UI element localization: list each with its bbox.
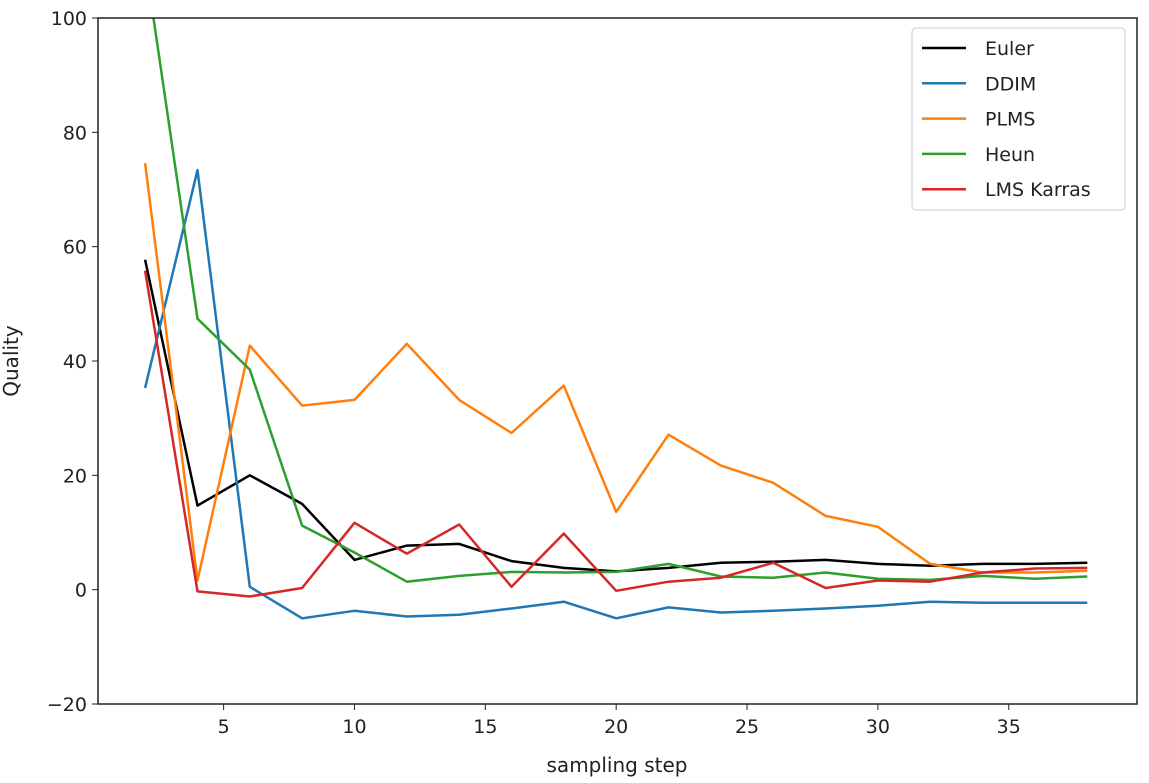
y-tick-label: 60 — [63, 237, 87, 259]
legend-label: PLMS — [985, 109, 1036, 131]
series-line-plms — [143, 163, 1088, 582]
x-tick-label: 20 — [604, 716, 628, 738]
y-tick-label: 0 — [75, 580, 87, 602]
legend-label: LMS Karras — [985, 179, 1091, 201]
y-axis-label: Quality — [0, 325, 23, 397]
y-tick-label: 100 — [51, 8, 87, 30]
x-tick-label: 25 — [735, 716, 759, 738]
y-tick-label: 40 — [63, 351, 87, 373]
y-tick-label: 80 — [63, 122, 87, 144]
legend-label: Euler — [985, 38, 1034, 60]
legend: Euler DDIM PLMS Heun LMS Karras — [911, 27, 1126, 211]
series-line-euler — [143, 259, 1088, 573]
x-tick-label: 10 — [342, 716, 366, 738]
y-tick-label: −20 — [47, 694, 87, 716]
series-line-ddim — [143, 168, 1088, 620]
legend-label: Heun — [985, 144, 1035, 166]
series-line-heun — [152, 18, 1088, 583]
x-axis-label: sampling step — [547, 753, 688, 777]
x-tick-label: 5 — [218, 716, 230, 738]
x-tick-label: 35 — [997, 716, 1021, 738]
legend-label: DDIM — [985, 73, 1036, 95]
x-tick-label: 15 — [473, 716, 497, 738]
x-tick-label: 30 — [866, 716, 890, 738]
series-line-lms-karras — [143, 270, 1088, 598]
y-tick-label: 20 — [63, 465, 87, 487]
